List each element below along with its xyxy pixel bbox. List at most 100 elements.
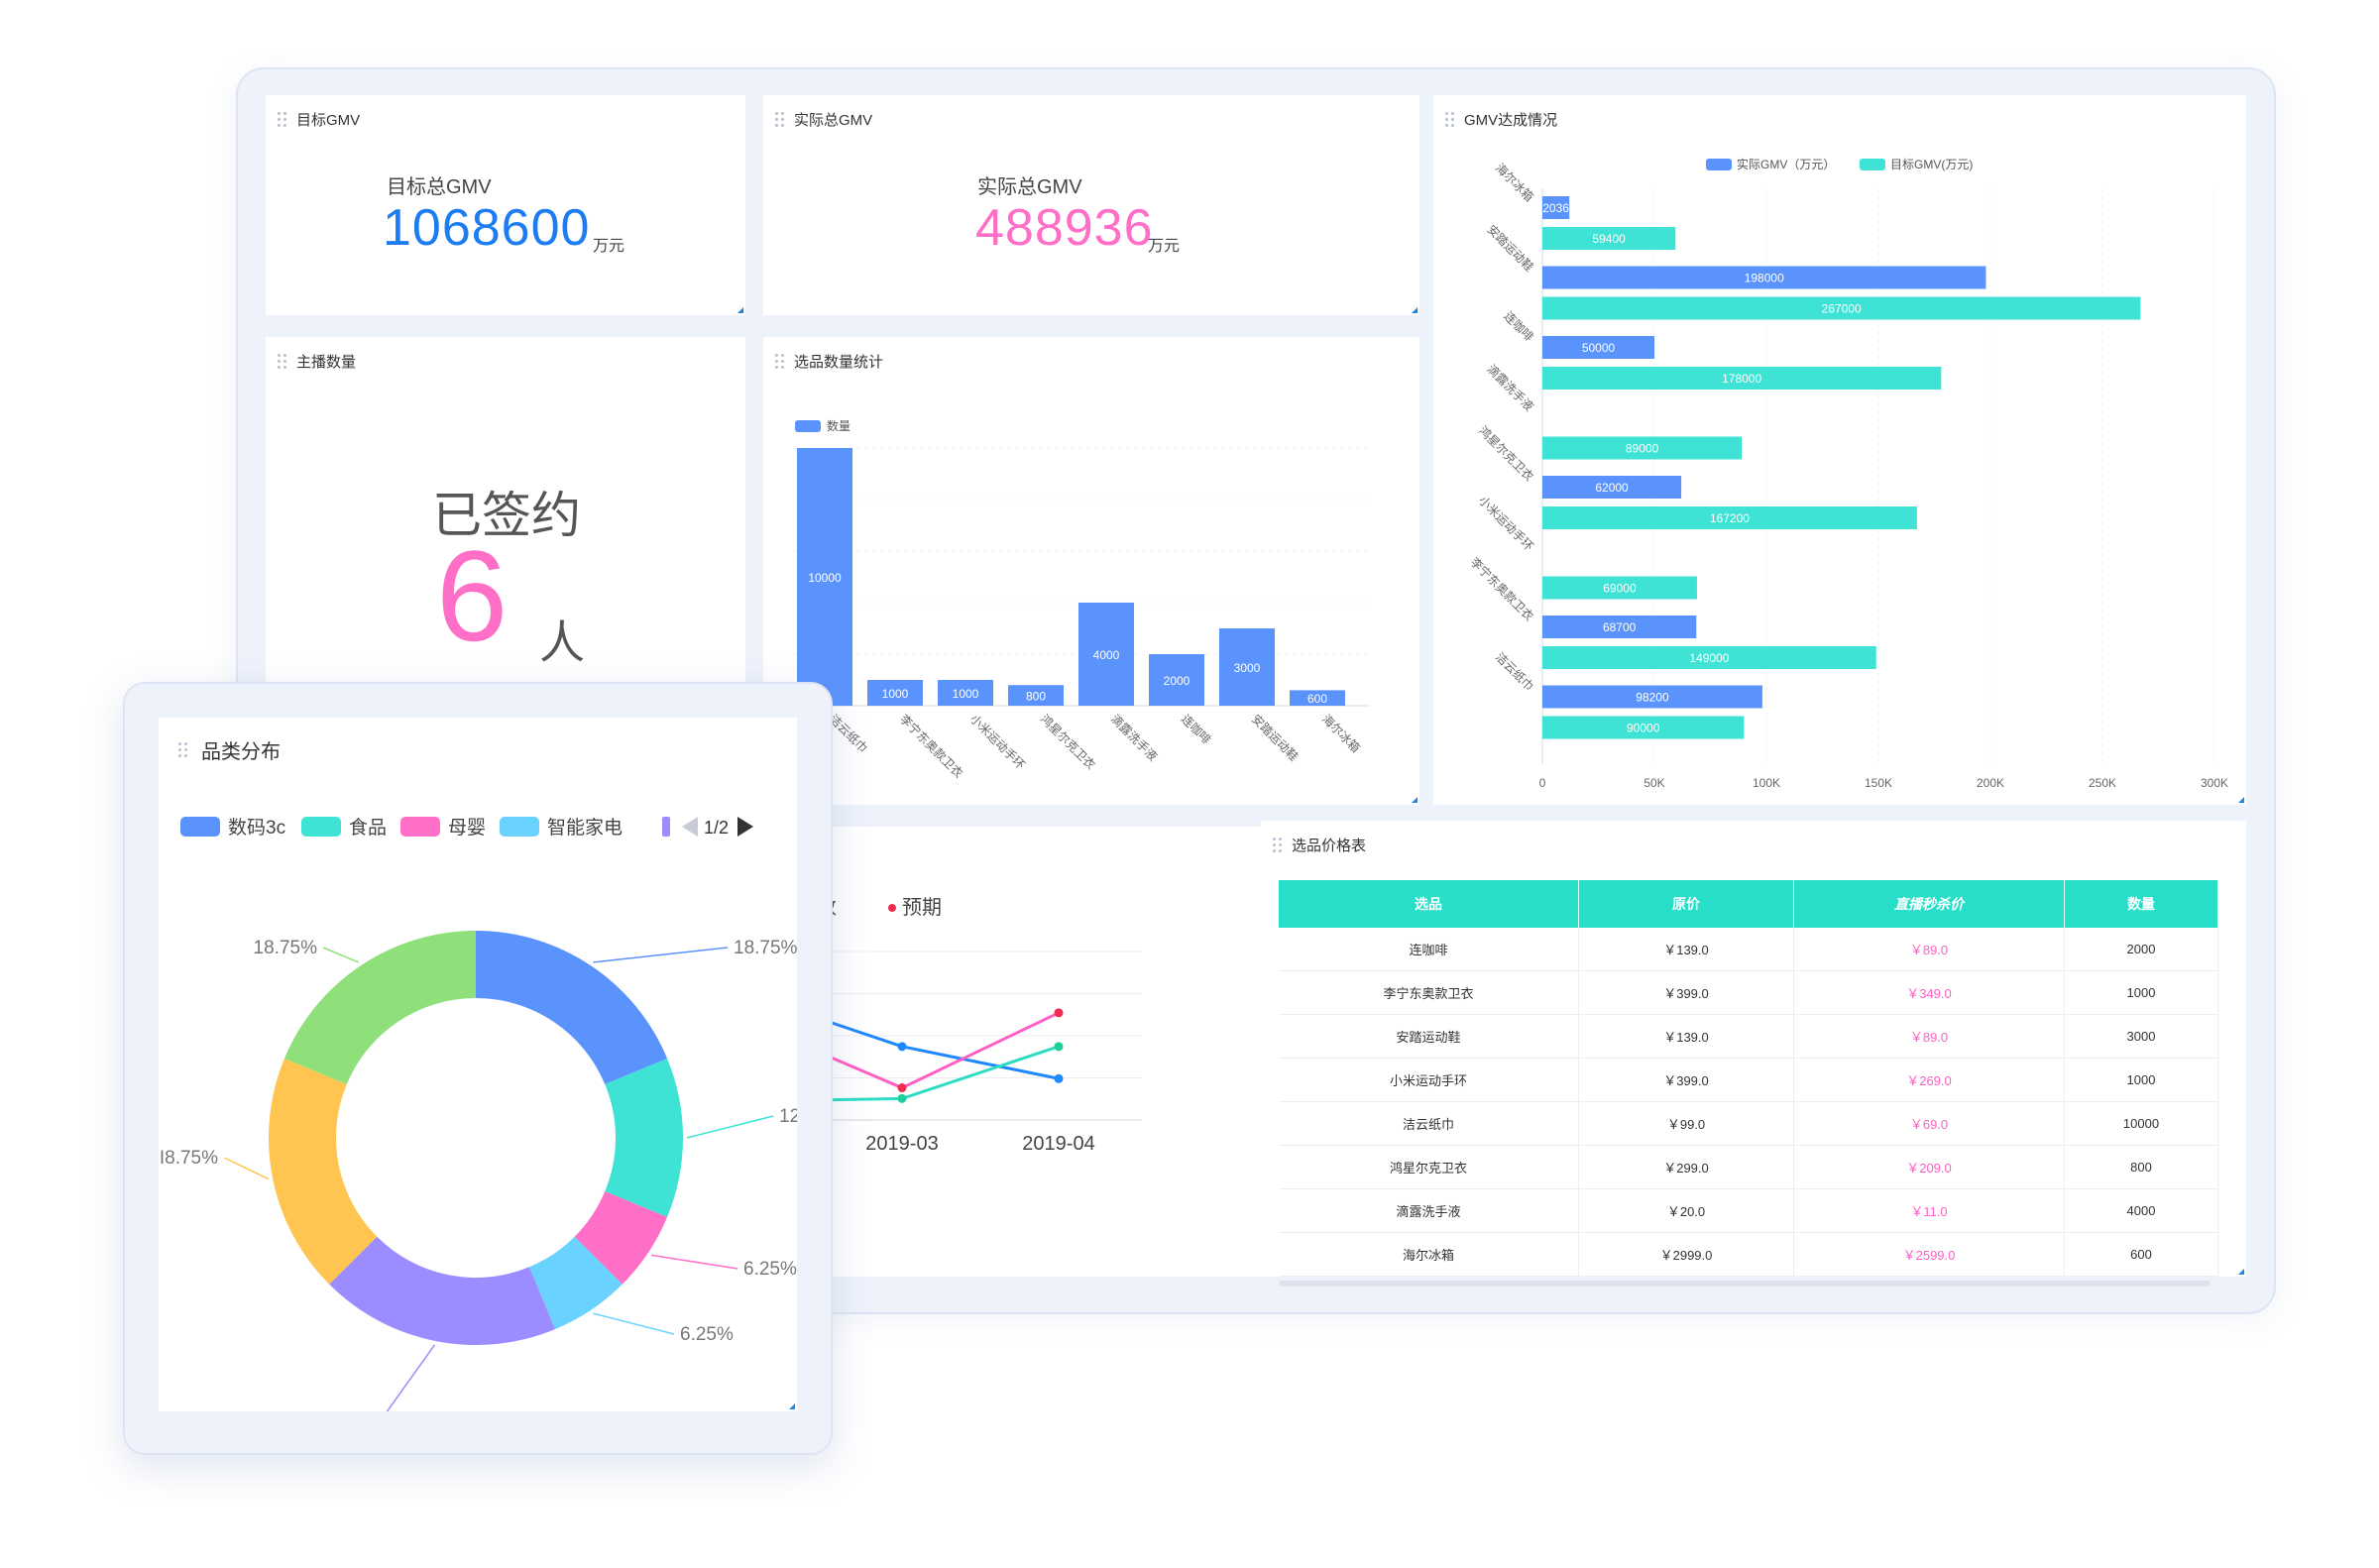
price-table: 选品 原价 直播秒杀价 数量 连咖啡 ￥139.0 ￥89.0 2000 李宁东奥款卫衣…: [1279, 880, 2218, 1277]
x-category-label: 李宁东奥款卫衣: [897, 712, 966, 781]
count-bar: [1008, 685, 1064, 706]
legend-label: 实际GMV（万元）: [1737, 157, 1835, 171]
count-bar: [797, 448, 852, 706]
bar-value-label: 198000: [1745, 272, 1784, 285]
table-header[interactable]: 直播秒杀价: [1793, 880, 2065, 928]
card-title: 目标GMV: [296, 112, 361, 129]
legend-label: 母婴: [448, 817, 486, 839]
table-cell: 安踏运动鞋: [1279, 1014, 1579, 1059]
price-table-card: 选品价格表 选品 原价 直播秒杀价 数量 连咖啡 ￥139.0 ￥89.0 2000 李…: [1261, 821, 2246, 1287]
drag-handle-icon[interactable]: [1273, 838, 1282, 852]
target-gmv-bar: [1542, 227, 1676, 250]
legend-label: 预期: [902, 897, 942, 919]
x-category-label: 鸿星尔克卫衣: [1038, 712, 1099, 773]
bar-value-label: 10000: [808, 571, 842, 585]
drag-handle-icon[interactable]: [775, 112, 784, 127]
legend-swatch: [180, 817, 220, 837]
table-cell: ￥99.0: [1578, 1101, 1794, 1146]
table-header[interactable]: 数量: [2064, 880, 2218, 928]
table-cell: 800: [2064, 1145, 2218, 1189]
bar-value-label: 98200: [1636, 691, 1669, 705]
horizontal-scrollbar[interactable]: [1279, 1281, 2210, 1287]
resize-handle-icon[interactable]: [2238, 797, 2244, 803]
table-row[interactable]: 李宁东奥款卫衣 ￥399.0 ￥349.0 1000: [1279, 970, 2218, 1015]
target-gmv-bar: [1542, 296, 2141, 320]
table-cell: 4000: [2064, 1188, 2218, 1233]
x-tick-label: 0: [1539, 776, 1546, 790]
count-bar-chart: 数量 10000 洁云纸巾 1000 李宁东奥款卫衣 1000 小米运动手环 800 鸿星尔克卫…: [793, 418, 1370, 781]
drag-handle-icon[interactable]: [775, 354, 784, 369]
legend-label: 数码3c: [228, 817, 285, 839]
legend-swatch: [1706, 159, 1732, 170]
drag-handle-icon[interactable]: [278, 112, 286, 127]
x-tick-label: 100K: [1753, 776, 1780, 790]
legend-label: 智能家电: [547, 817, 623, 839]
table-header[interactable]: 原价: [1578, 880, 1794, 928]
table-cell: 鸿星尔克卫衣: [1279, 1145, 1579, 1189]
bar-value-label: 167200: [1710, 511, 1750, 525]
actual-gmv-bar: [1542, 266, 1986, 289]
label-leader-line: [593, 947, 729, 963]
label-leader-line: [593, 1312, 675, 1335]
target-gmv-bar: [1542, 716, 1745, 739]
table-row[interactable]: 海尔冰箱 ￥2999.0 ￥2599.0 600: [1279, 1232, 2218, 1277]
target-gmv-bar: [1542, 646, 1876, 669]
category-card: 品类分布 数码3c 食品 母婴 智能家电 1/2 18.75% 12.5% 6.25% 6.25…: [159, 718, 797, 1411]
legend-label: 目标GMV(万元): [1890, 158, 1973, 171]
x-tick-label: 50K: [1643, 776, 1664, 790]
bar-value-label: 89000: [1626, 442, 1659, 456]
kpi-value: 488936: [975, 199, 1154, 257]
data-point: [1054, 1042, 1064, 1052]
bar-value-label: 59400: [1592, 232, 1626, 246]
card-title: 选品数量统计: [794, 354, 884, 371]
donut-slice: [283, 931, 476, 1085]
table-row[interactable]: 安踏运动鞋 ￥139.0 ￥89.0 3000: [1279, 1014, 2218, 1059]
table-cell: ￥299.0: [1578, 1145, 1794, 1189]
bar-value-label: 2036: [1542, 201, 1569, 215]
resize-handle-icon[interactable]: [737, 307, 743, 313]
slice-value-label: I8.75%: [160, 1148, 218, 1169]
table-cell: 洁云纸巾: [1279, 1101, 1579, 1146]
count-bar: [1078, 603, 1134, 706]
bar-value-label: 2000: [1164, 674, 1190, 688]
table-cell: ￥349.0: [1793, 970, 2065, 1015]
product-count-card: 选品数量统计 数量 10000 洁云纸巾 1000 李宁东奥款卫衣 1000 小米运动手环 8…: [763, 337, 1419, 805]
category-donut-chart: 数码3c 食品 母婴 智能家电 1/2 18.75% 12.5% 6.25% 6.25% 18.7…: [160, 817, 797, 1411]
table-cell: 3000: [2064, 1014, 2218, 1059]
table-cell: ￥399.0: [1578, 970, 1794, 1015]
drag-handle-icon[interactable]: [1445, 112, 1454, 127]
signed-label: 已签约: [432, 488, 581, 543]
table-cell: ￥20.0: [1578, 1188, 1794, 1233]
bar-value-label: 90000: [1627, 722, 1660, 735]
table-row[interactable]: 滴露洗手液 ￥20.0 ￥11.0 4000: [1279, 1188, 2218, 1233]
table-cell: ￥399.0: [1578, 1058, 1794, 1102]
x-category-label: 滴露洗手液: [1108, 712, 1161, 764]
label-leader-line: [386, 1344, 436, 1411]
x-tick-label: 300K: [2201, 776, 2228, 790]
bar-value-label: 1000: [953, 687, 979, 701]
y-category-label: 连咖啡: [1501, 308, 1536, 344]
x-tick-label: 2019-03: [865, 1133, 938, 1155]
drag-handle-icon[interactable]: [178, 742, 187, 757]
drag-handle-icon[interactable]: [278, 354, 286, 369]
legend-swatch: [1860, 159, 1885, 170]
table-row[interactable]: 洁云纸巾 ￥99.0 ￥69.0 10000: [1279, 1101, 2218, 1146]
table-row[interactable]: 连咖啡 ￥139.0 ￥89.0 2000: [1279, 928, 2218, 971]
actual-gmv-card: 实际总GMV 实际总GMV 488936 万元: [763, 95, 1419, 315]
card-title: 主播数量: [296, 354, 357, 371]
actual-gmv-bar: [1542, 616, 1697, 638]
table-cell: ￥139.0: [1578, 1014, 1794, 1059]
table-row[interactable]: 小米运动手环 ￥399.0 ￥269.0 1000: [1279, 1058, 2218, 1102]
x-tick-label: 150K: [1865, 776, 1892, 790]
table-header[interactable]: 选品: [1279, 880, 1579, 928]
resize-handle-icon[interactable]: [1412, 307, 1417, 313]
resize-handle-icon[interactable]: [789, 1403, 795, 1409]
table-cell: 海尔冰箱: [1279, 1232, 1579, 1277]
resize-handle-icon[interactable]: [2238, 1269, 2244, 1275]
y-category-label: 滴露洗手液: [1484, 362, 1536, 414]
table-cell: 连咖啡: [1279, 928, 1579, 971]
table-row[interactable]: 鸿星尔克卫衣 ￥299.0 ￥209.0 800: [1279, 1145, 2218, 1189]
data-point: [1054, 1073, 1064, 1083]
resize-handle-icon[interactable]: [1412, 797, 1417, 803]
